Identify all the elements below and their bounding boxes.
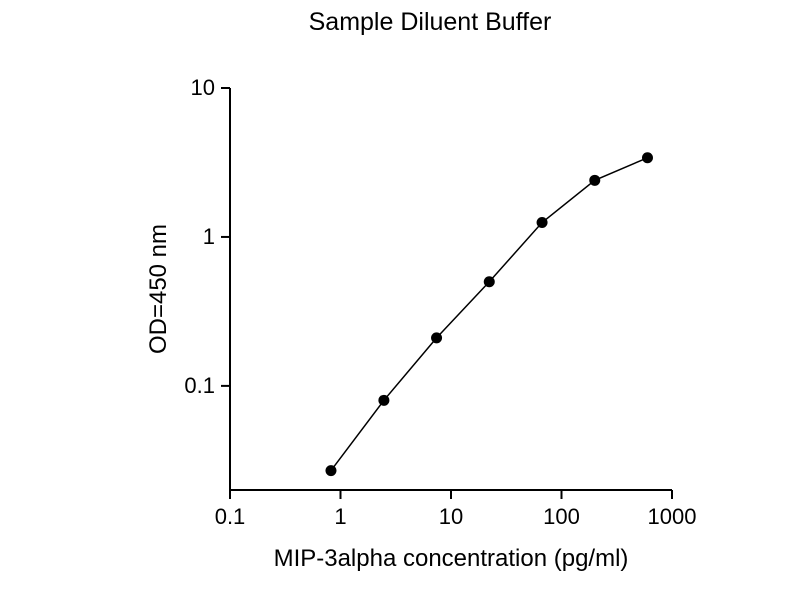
data-point [536,217,548,229]
x-tick-label: 0.1 [215,504,246,529]
data-point [641,152,653,164]
y-tick-label: 10 [191,75,215,100]
x-tick-label: 1 [334,504,346,529]
data-point [589,174,601,186]
x-tick-label: 1000 [648,504,697,529]
series-line [330,157,648,472]
chart-title: Sample Diluent Buffer [309,8,552,36]
y-tick-label: 0.1 [184,373,215,398]
y-axis-label: OD=450 nm [145,224,172,354]
data-point [325,465,337,477]
x-tick-label: 10 [439,504,463,529]
data-point [483,276,495,288]
data-point [431,332,443,344]
y-tick-label: 1 [203,224,215,249]
data-point [378,394,390,406]
x-tick-label: 100 [543,504,580,529]
plot-area: 0.1 1 10 100 1000 0.1 1 10 [184,75,696,529]
x-axis-label: MIP-3alpha concentration (pg/ml) [274,545,629,572]
